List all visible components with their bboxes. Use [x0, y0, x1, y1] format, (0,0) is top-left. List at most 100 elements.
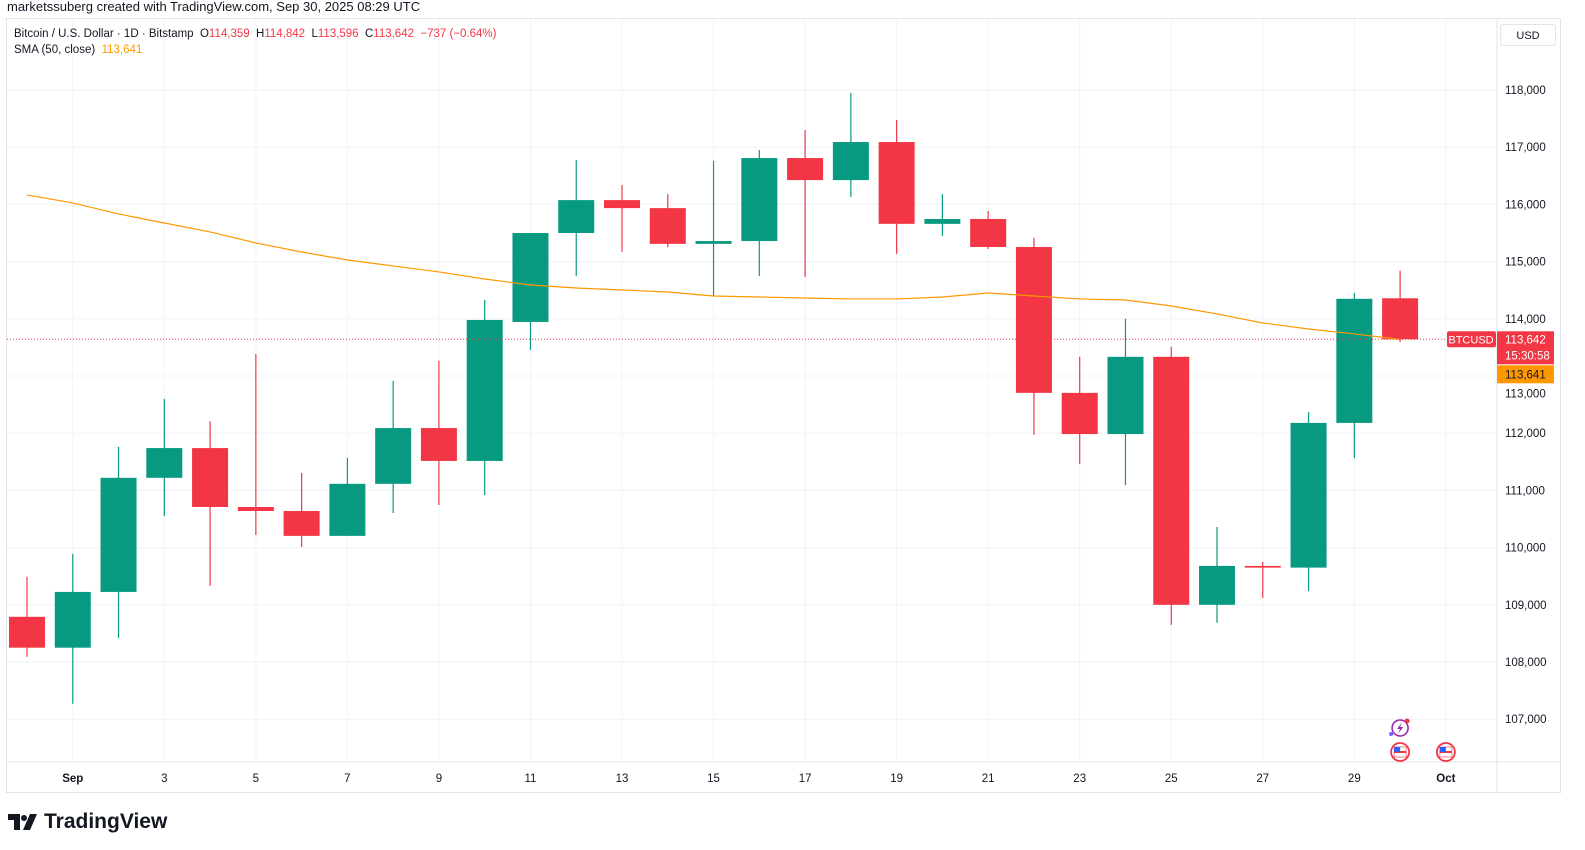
candle-body [649, 208, 686, 244]
candle [787, 130, 824, 278]
y-tick-label: 109,000 [1505, 600, 1547, 612]
low-label: L [311, 28, 318, 40]
candle [146, 398, 183, 517]
candle [329, 457, 366, 536]
chart-credit: marketssuberg created with TradingView.c… [7, 0, 421, 14]
candle [420, 360, 457, 505]
y-tick-label: 114,000 [1505, 314, 1546, 326]
x-tick-label: 29 [1348, 773, 1361, 785]
x-tick-label: 19 [890, 773, 903, 785]
candle [924, 194, 961, 236]
y-tick-label: 108,000 [1505, 657, 1547, 669]
last-price-tag [1497, 331, 1554, 365]
candle [237, 353, 274, 536]
candle [741, 150, 778, 276]
y-tick-label: 115,000 [1505, 257, 1546, 269]
candle-body [1153, 356, 1190, 605]
candle-body [1199, 565, 1236, 605]
candle [832, 92, 869, 197]
x-tick-label: 9 [436, 773, 442, 785]
candle-body [237, 506, 274, 511]
candle [1382, 270, 1419, 342]
candle-body [604, 200, 641, 209]
candle-body [146, 448, 183, 478]
sma-legend-row: SMA (50, close) 113,641 [14, 42, 496, 58]
y-tick-label: 118,000 [1505, 85, 1546, 97]
open-value: 114,359 [208, 28, 250, 40]
change-value: −737 (−0.64%) [420, 28, 497, 40]
candle-body [1382, 298, 1419, 340]
tradingview-logo-icon [8, 814, 37, 830]
candle [1290, 412, 1327, 592]
lightning-event-icon[interactable] [1389, 718, 1410, 737]
chart-legend: Bitcoin / U.S. Dollar · 1D · Bitstamp O1… [14, 26, 496, 58]
sma-price-tag [1497, 365, 1554, 384]
x-tick-label: 11 [524, 773, 536, 785]
candle-body [695, 241, 732, 244]
candle [9, 576, 45, 657]
sma-line [26, 194, 1401, 340]
sma-label[interactable]: SMA (50, close) [14, 44, 96, 56]
y-tick-label: 110,000 [1505, 543, 1546, 555]
flag-canton [1439, 747, 1446, 752]
open-label: O [199, 28, 209, 40]
candle-body [466, 319, 503, 461]
candle [1336, 293, 1373, 459]
countdown-label: 15:30:58 [1505, 350, 1550, 362]
x-tick-label: 15 [707, 773, 720, 785]
candle [695, 160, 732, 296]
candle-body [878, 142, 915, 224]
candle-body [787, 158, 824, 181]
close-value: 113,642 [373, 28, 414, 40]
symbol-title[interactable]: Bitcoin / U.S. Dollar · 1D · Bitstamp [14, 28, 194, 40]
candle [1015, 237, 1052, 435]
candle [649, 194, 686, 248]
x-tick-label: 21 [982, 773, 995, 785]
x-tick-label: 13 [616, 773, 629, 785]
candle-body [558, 200, 595, 233]
candle-body [1290, 422, 1327, 568]
last-price-label: 113,642 [1505, 334, 1546, 346]
candle [878, 120, 915, 254]
x-tick-label: 7 [344, 773, 350, 785]
sma-value: 113,641 [101, 44, 143, 56]
tradingview-logo[interactable]: TradingView [8, 810, 167, 834]
low-value: 113,596 [317, 28, 359, 40]
candle-body [970, 218, 1007, 248]
close-label: C [364, 28, 374, 40]
candle [375, 380, 412, 513]
candle-body [741, 158, 778, 242]
candle [1244, 561, 1281, 598]
candle-body [283, 510, 320, 536]
y-tick-label: 112,000 [1505, 428, 1546, 440]
candle [1061, 356, 1098, 465]
candle-body [924, 218, 961, 224]
x-tick-label: 27 [1256, 773, 1269, 785]
candle [192, 421, 229, 586]
symbol-tag [1447, 331, 1496, 348]
us-flag-event-icon[interactable] [1435, 742, 1456, 762]
candle [558, 160, 595, 276]
candle-body [832, 142, 869, 181]
x-tick-label: Sep [62, 773, 83, 785]
brand-name: TradingView [44, 810, 168, 833]
us-flag-event-icon[interactable] [1390, 742, 1410, 762]
x-tick-label: 5 [253, 773, 259, 785]
currency-button[interactable]: USD [1500, 24, 1556, 46]
candle [100, 446, 137, 638]
symbol-tag-label: BTCUSD [1448, 334, 1493, 346]
x-tick-label: 25 [1165, 773, 1178, 785]
high-value: 114,842 [264, 28, 306, 40]
event-dot [1404, 718, 1410, 724]
symbol-legend-row: Bitcoin / U.S. Dollar · 1D · Bitstamp O1… [14, 26, 496, 42]
candle [466, 299, 503, 495]
candle [512, 233, 549, 350]
candle-body [1244, 565, 1281, 568]
high-label: H [256, 28, 265, 40]
x-tick-label: 17 [799, 773, 812, 785]
chart-frame [6, 18, 1561, 793]
candle-body [375, 428, 412, 484]
x-tick-label: Oct [1436, 773, 1455, 785]
y-tick-label: 117,000 [1505, 142, 1546, 154]
